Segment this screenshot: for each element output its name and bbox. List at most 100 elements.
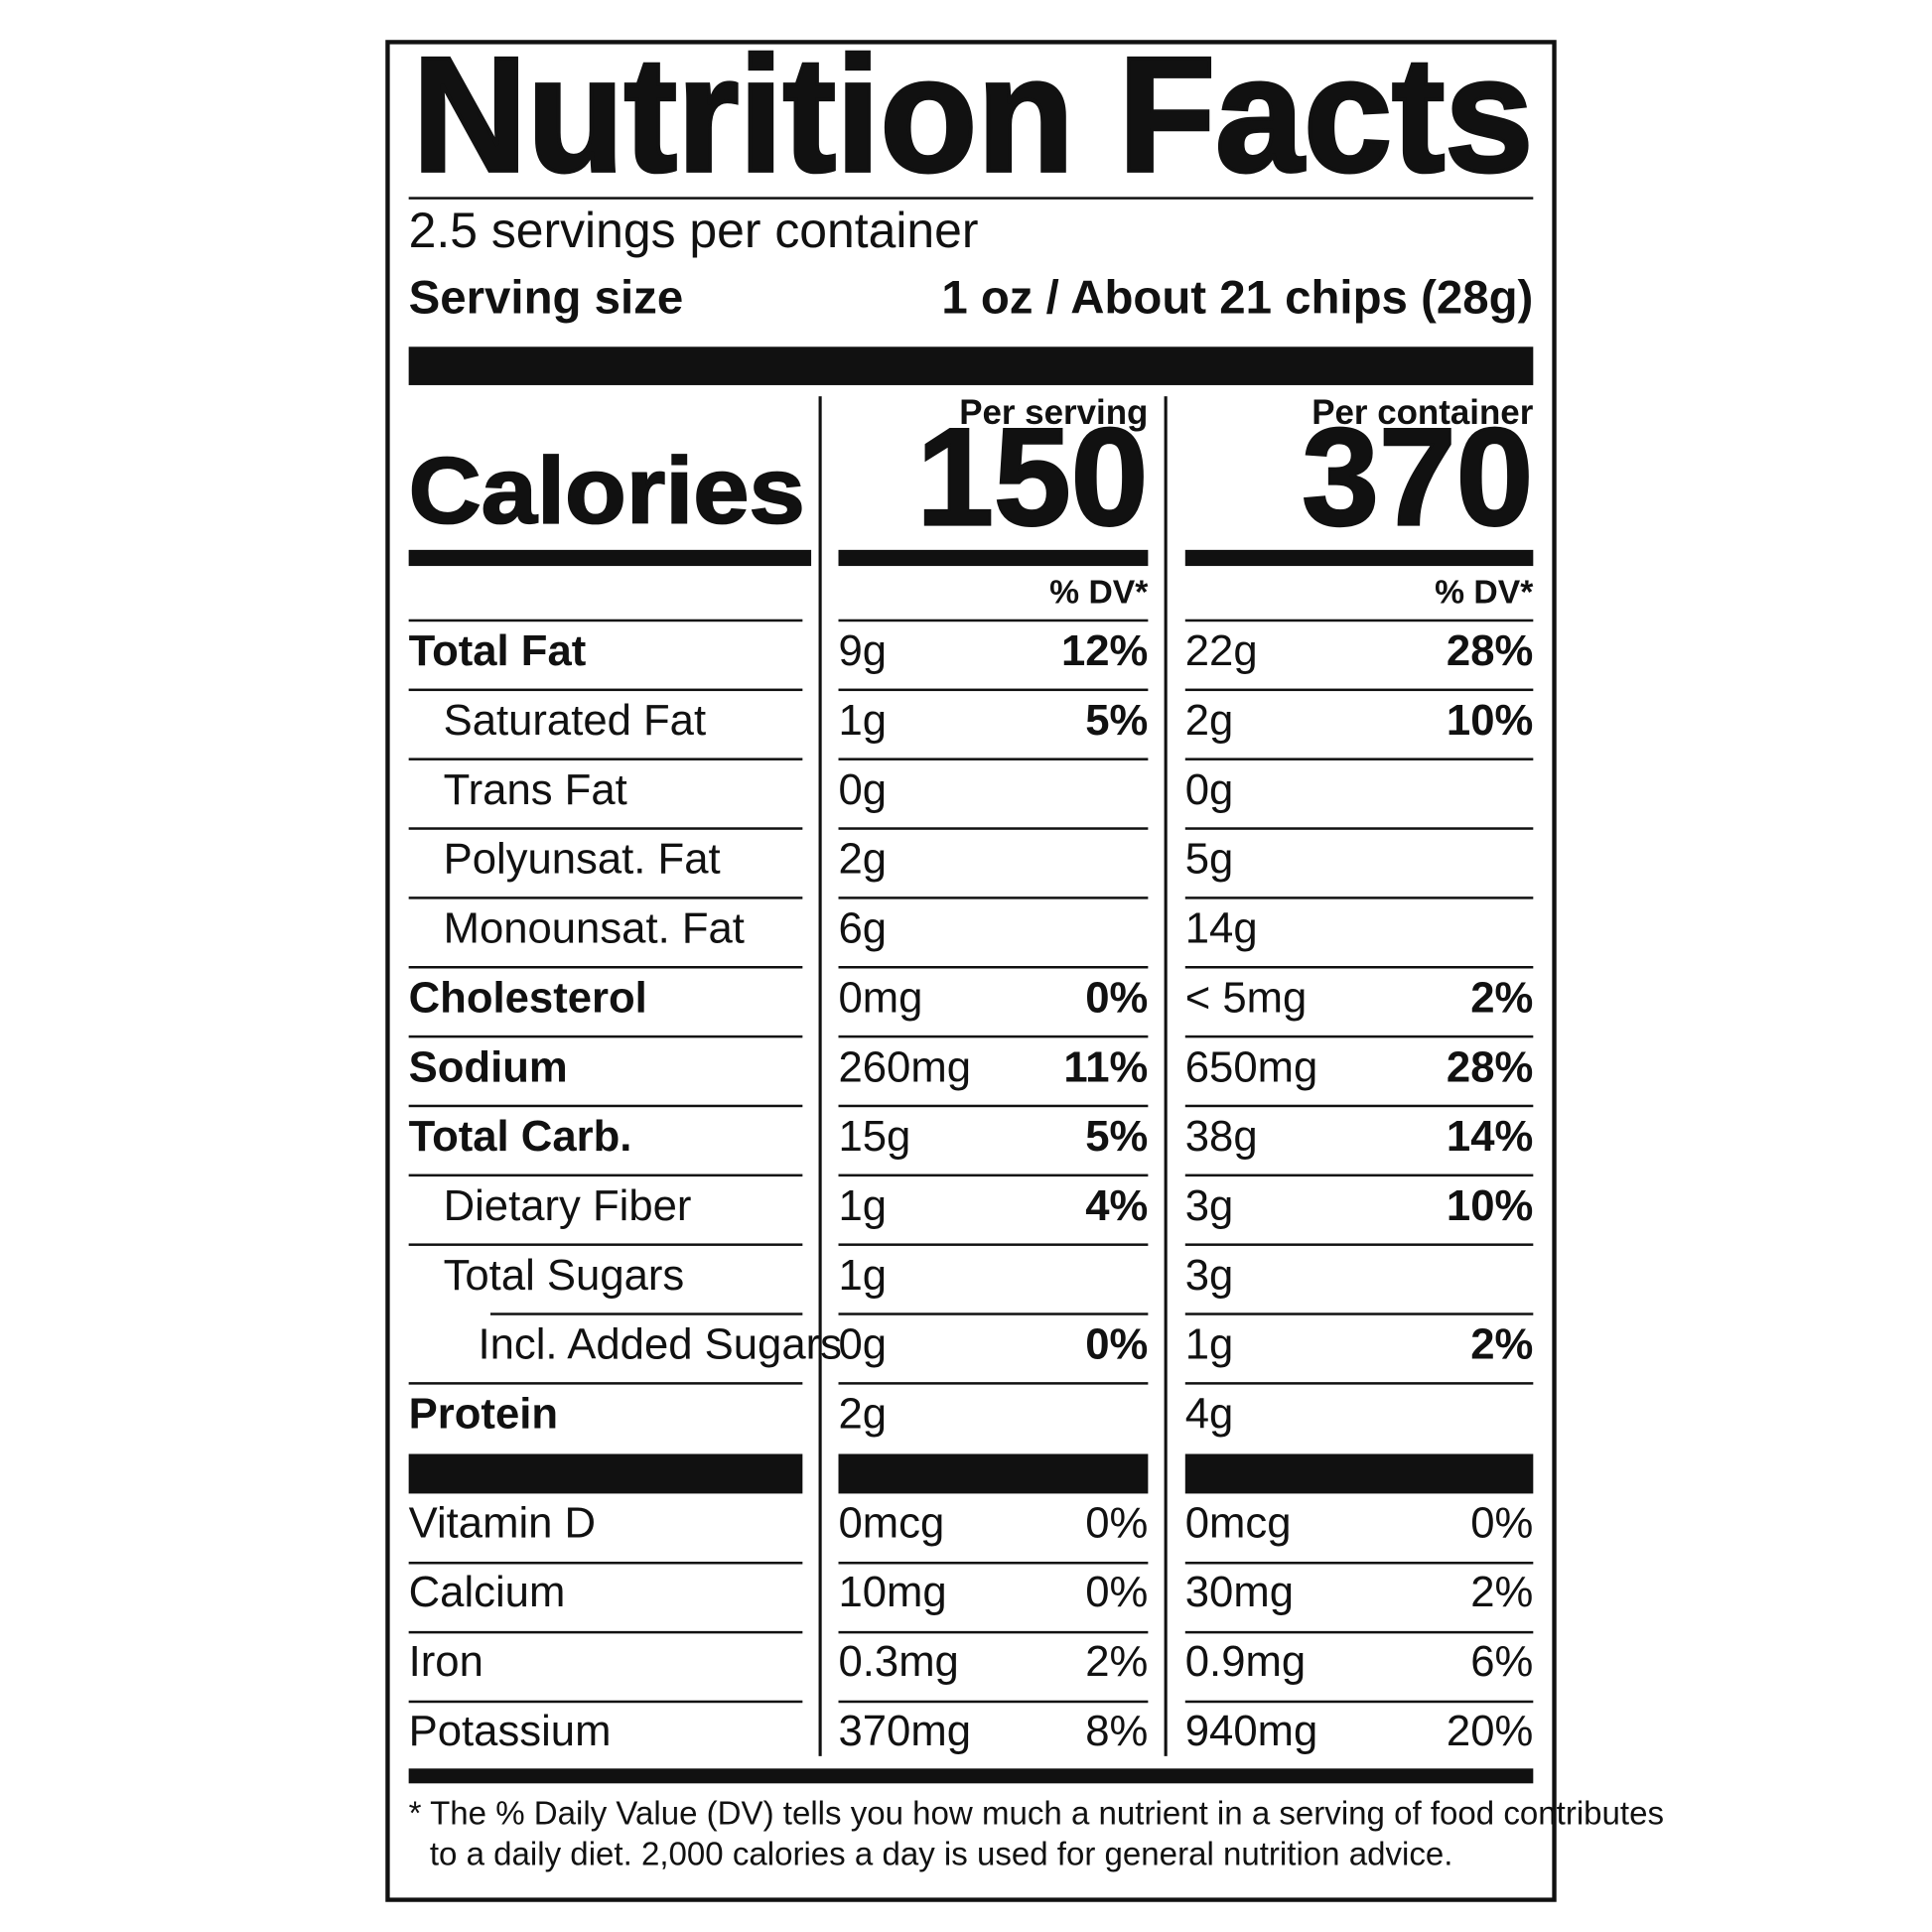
daily-value: 10% [1447,696,1533,745]
footnote: * The % Daily Value (DV) tells you how m… [409,1795,1664,1832]
amount: 940mg [1185,1707,1317,1755]
row-rule [838,1700,1149,1704]
bar [1184,549,1534,567]
amount: 5g [1185,835,1234,884]
vitamin-name: Calcium [409,1568,566,1616]
column-divider [818,396,822,1756]
nutrient-name: Total Fat [409,626,587,675]
dv-heading: % DV* [1049,575,1149,612]
nutrient-name: Sodium [409,1042,568,1091]
amount: 0mg [839,973,923,1022]
row-rule [1184,1312,1534,1315]
daily-value: 0% [1085,973,1148,1022]
amount: 1g [1185,1320,1234,1369]
calories-column-heading: Per container [1311,393,1534,432]
row-rule [1184,827,1534,830]
calories-label: Calories [409,439,805,544]
row-rule [408,1104,803,1108]
daily-value: 14% [1447,1112,1533,1161]
row-rule [408,827,803,830]
row-rule [408,1562,803,1565]
daily-value: 0% [1085,1320,1148,1369]
amount: 1g [839,696,888,745]
daily-value: 20% [1447,1707,1533,1755]
nutrient-name: Trans Fat [444,765,627,814]
daily-value: 11% [1063,1042,1148,1091]
nutrient-name: Polyunsat. Fat [444,835,721,884]
daily-value: 10% [1447,1181,1533,1230]
daily-value: 0% [1085,1498,1148,1547]
daily-value: 8% [1085,1707,1148,1755]
amount: 1g [839,1181,888,1230]
vitamin-name: Vitamin D [409,1498,596,1547]
amount: 38g [1185,1112,1258,1161]
row-rule [1184,1243,1534,1246]
amount: 0g [839,1320,888,1369]
bar [408,1768,1534,1784]
row-rule [838,1382,1149,1385]
row-rule [1184,619,1534,622]
row-rule [1184,897,1534,899]
nutrient-name: Protein [409,1390,558,1439]
row-rule [408,1243,803,1246]
row-rule [489,1312,803,1315]
amount: 650mg [1185,1042,1317,1091]
amount: 260mg [839,1042,971,1091]
row-rule [1184,1173,1534,1177]
daily-value: 5% [1085,696,1148,745]
daily-value: 28% [1447,626,1533,675]
title: Nutrition Facts [412,23,1533,206]
vitamin-name: Iron [409,1637,483,1686]
row-rule [838,1173,1149,1177]
row-rule [1184,1382,1534,1385]
nutrient-name: Incl. Added Sugars [479,1320,842,1369]
bar [408,1453,803,1494]
row-rule [838,1035,1149,1038]
column-divider [1164,396,1168,1756]
row-rule [1184,1700,1534,1704]
nutrient-name: Saturated Fat [444,696,707,745]
row-rule [408,966,803,969]
daily-value: 0% [1085,1568,1148,1616]
row-rule [408,1382,803,1385]
nutrient-name: Total Sugars [444,1251,685,1300]
daily-value: 0% [1470,1498,1533,1547]
row-rule [838,619,1149,622]
amount: 14g [1185,904,1258,953]
row-rule [838,1562,1149,1565]
nutrient-name: Dietary Fiber [444,1181,692,1230]
amount: 0g [1185,765,1234,814]
row-rule [408,758,803,760]
amount: 9g [839,626,888,675]
daily-value: 2% [1085,1637,1148,1686]
row-rule [838,758,1149,760]
amount: 0g [839,765,888,814]
serving-size-label: Serving size [409,272,684,325]
amount: 0.9mg [1185,1637,1306,1686]
nutrient-name: Total Carb. [409,1112,632,1161]
amount: 2g [1185,696,1234,745]
row-rule [408,1630,803,1634]
amount: 10mg [839,1568,947,1616]
amount: 2g [839,835,888,884]
row-rule [838,1243,1149,1246]
amount: 22g [1185,626,1258,675]
row-rule [838,1104,1149,1108]
border [385,40,1557,1902]
footnote: to a daily diet. 2,000 calories a day is… [430,1837,1453,1873]
row-rule [838,827,1149,830]
row-rule [1184,1035,1534,1038]
row-rule [1184,1562,1534,1565]
amount: 3g [1185,1181,1234,1230]
amount: 0.3mg [839,1637,959,1686]
daily-value: 6% [1470,1637,1533,1686]
amount: 2g [839,1390,888,1439]
daily-value: 2% [1470,973,1533,1022]
row-rule [1184,1630,1534,1634]
amount: 370mg [839,1707,971,1755]
daily-value: 2% [1470,1320,1533,1369]
nutrient-name: Monounsat. Fat [444,904,745,953]
calories-value: 150 [916,399,1148,554]
